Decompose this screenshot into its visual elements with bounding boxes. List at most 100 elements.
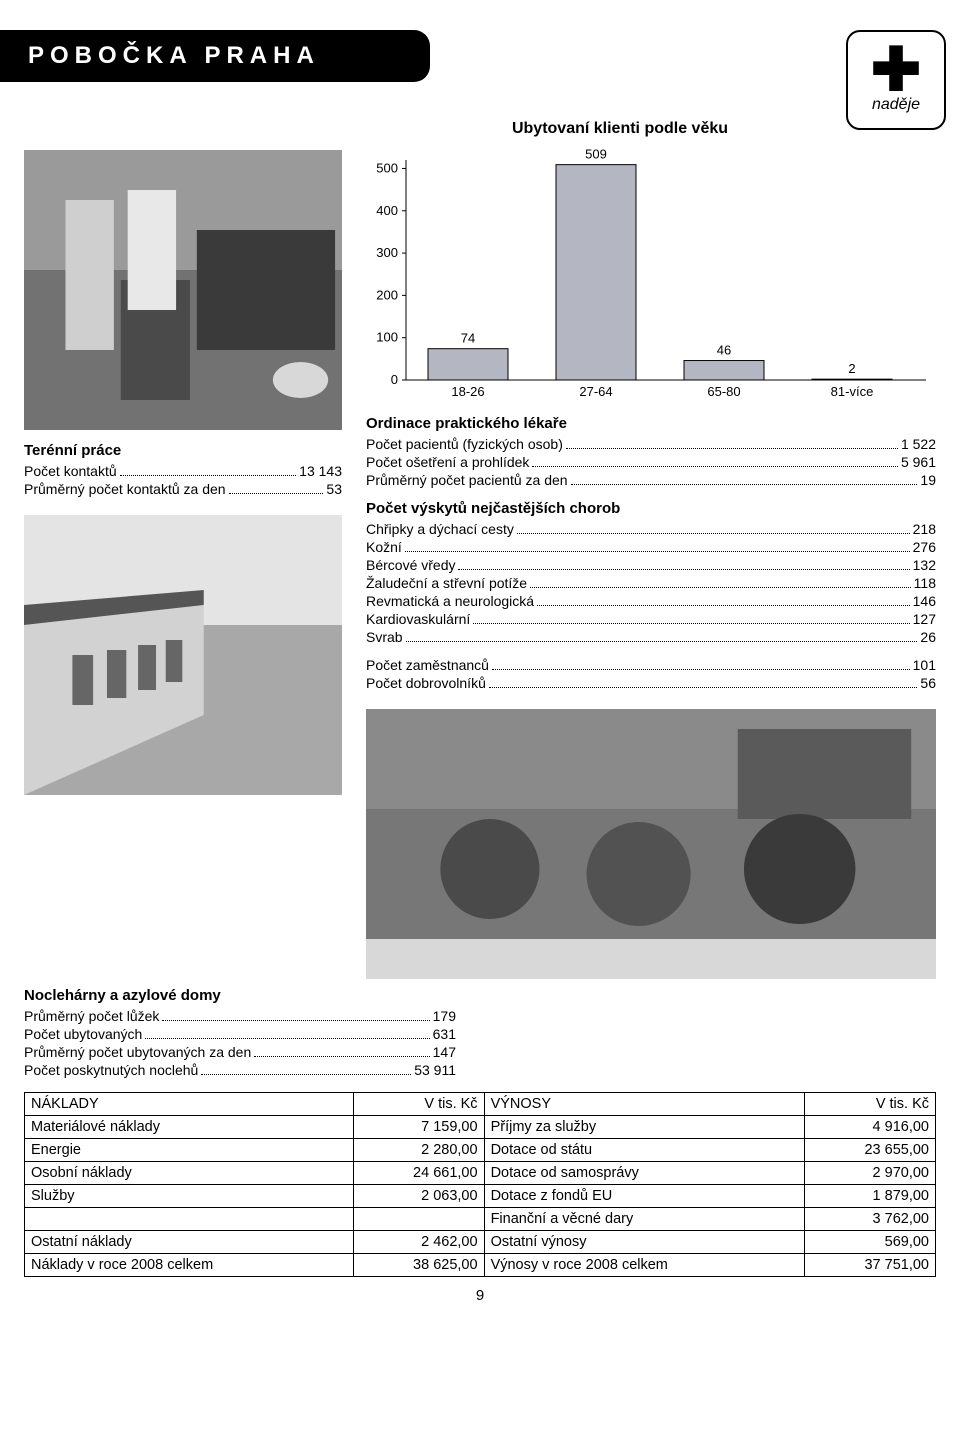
table-row: Materiálové náklady7 159,00Příjmy za slu…: [25, 1116, 936, 1139]
cell: 2 063,00: [353, 1185, 484, 1208]
bar-chart: 01002003004005007418-2650927-644665-8028…: [366, 150, 936, 400]
dots: [229, 493, 324, 494]
cell: Osobní náklady: [25, 1162, 354, 1185]
stat-row: Chřipky a dýchací cesty218: [366, 521, 936, 537]
stat-label: Průměrný počet pacientů za den: [366, 472, 568, 488]
stat-value: 276: [913, 539, 936, 555]
cell: 7 159,00: [353, 1116, 484, 1139]
dots: [254, 1056, 429, 1057]
dots: [201, 1074, 411, 1075]
cell: 24 661,00: [353, 1162, 484, 1185]
dots: [458, 569, 909, 570]
stat-row: Průměrný počet ubytovaných za den147: [24, 1044, 456, 1060]
stat-label: Počet poskytnutých noclehů: [24, 1062, 198, 1078]
cell: 4 916,00: [805, 1116, 936, 1139]
cell: 23 655,00: [805, 1139, 936, 1162]
shelter-block: Noclehárny a azylové domy Průměrný počet…: [0, 979, 480, 1084]
cell: Dotace od samosprávy: [484, 1162, 805, 1185]
stat-row: Průměrný počet kontaktů za den 53: [24, 481, 342, 497]
total-left-val: 38 625,00: [353, 1254, 484, 1277]
kitchen-photo: [24, 150, 342, 430]
stat-value: 1 522: [901, 436, 936, 452]
cell: Ostatní náklady: [25, 1231, 354, 1254]
svg-text:0: 0: [391, 372, 398, 387]
cell: Služby: [25, 1185, 354, 1208]
stat-value: 53: [326, 481, 342, 497]
top-two-col: Terénní práce Počet kontaktů13 143Průměr…: [0, 150, 960, 979]
stat-value: 53 911: [414, 1062, 456, 1078]
cell: [353, 1208, 484, 1231]
stat-row: Kardiovaskulární127: [366, 611, 936, 627]
col-vynosy: VÝNOSY: [484, 1093, 805, 1116]
finance-table: NÁKLADY V tis. Kč VÝNOSY V tis. Kč Mater…: [24, 1092, 936, 1277]
stat-row: Počet poskytnutých noclehů 53 911: [24, 1062, 456, 1078]
stat-row: Počet ošetření a prohlídek5 961: [366, 454, 936, 470]
stat-value: 56: [920, 675, 936, 691]
cell: 2 280,00: [353, 1139, 484, 1162]
cell: Energie: [25, 1139, 354, 1162]
stat-value: 218: [913, 521, 936, 537]
stat-label: Průměrný počet kontaktů za den: [24, 481, 226, 497]
dots: [532, 466, 898, 467]
svg-text:100: 100: [376, 330, 398, 345]
stat-label: Revmatická a neurologická: [366, 593, 534, 609]
stat-value: 132: [913, 557, 936, 573]
shelter-heading: Noclehárny a azylové domy: [24, 987, 456, 1004]
cell: 2 462,00: [353, 1231, 484, 1254]
total-left-label: Náklady v roce 2008 celkem: [25, 1254, 354, 1277]
stat-label: Svrab: [366, 629, 403, 645]
col-unit-left: V tis. Kč: [353, 1093, 484, 1116]
stat-label: Průměrný počet lůžek: [24, 1008, 159, 1024]
stat-value: 5 961: [901, 454, 936, 470]
dots: [492, 669, 910, 670]
stat-label: Počet pacientů (fyzických osob): [366, 436, 563, 452]
stat-row: Počet zaměstnanců101: [366, 657, 936, 673]
total-right-label: Výnosy v roce 2008 celkem: [484, 1254, 805, 1277]
svg-text:18-26: 18-26: [451, 384, 484, 399]
stat-value: 147: [433, 1044, 456, 1060]
svg-text:27-64: 27-64: [579, 384, 612, 399]
stat-label: Kardiovaskulární: [366, 611, 470, 627]
stat-value: 101: [913, 657, 936, 673]
dots: [473, 623, 909, 624]
meeting-photo: [366, 709, 936, 979]
stat-row: Revmatická a neurologická 146: [366, 593, 936, 609]
dots: [162, 1020, 429, 1021]
stat-label: Kožní: [366, 539, 402, 555]
stat-label: Bércové vředy: [366, 557, 455, 573]
stat-row: Svrab 26: [366, 629, 936, 645]
logo: ✚ naděje: [846, 30, 946, 130]
diseases-heading: Počet výskytů nejčastějších chorob: [366, 500, 936, 517]
diseases-block: Počet výskytů nejčastějších chorob Chřip…: [366, 500, 936, 645]
dots: [406, 641, 918, 642]
cell: Materiálové náklady: [25, 1116, 354, 1139]
dots: [120, 475, 297, 476]
svg-text:46: 46: [717, 343, 731, 358]
page-title: POBOČKA PRAHA: [0, 30, 430, 82]
ordinace-heading: Ordinace praktického lékaře: [366, 415, 936, 432]
cross-icon: ✚: [871, 46, 921, 94]
svg-text:300: 300: [376, 245, 398, 260]
dots: [571, 484, 918, 485]
page-header: POBOČKA PRAHA ✚ naděje: [0, 30, 960, 120]
stat-label: Počet ubytovaných: [24, 1026, 142, 1042]
cell: 2 970,00: [805, 1162, 936, 1185]
terrain-heading: Terénní práce: [24, 442, 342, 459]
svg-text:74: 74: [461, 331, 475, 346]
stat-value: 26: [920, 629, 936, 645]
svg-text:200: 200: [376, 287, 398, 302]
stat-row: Bércové vředy 132: [366, 557, 936, 573]
stat-row: Počet ubytovaných631: [24, 1026, 456, 1042]
stat-value: 118: [914, 575, 936, 591]
dots: [530, 587, 911, 588]
stat-value: 146: [913, 593, 936, 609]
building-photo: [24, 515, 342, 795]
cell: 1 879,00: [805, 1185, 936, 1208]
cell: Příjmy za služby: [484, 1116, 805, 1139]
stat-row: Průměrný počet lůžek179: [24, 1008, 456, 1024]
table-row: Osobní náklady24 661,00Dotace od samospr…: [25, 1162, 936, 1185]
table-total-row: Náklady v roce 2008 celkem 38 625,00 Výn…: [25, 1254, 936, 1277]
cell: Dotace z fondů EU: [484, 1185, 805, 1208]
table-row: Služby2 063,00Dotace z fondů EU1 879,00: [25, 1185, 936, 1208]
stat-value: 13 143: [299, 463, 342, 479]
